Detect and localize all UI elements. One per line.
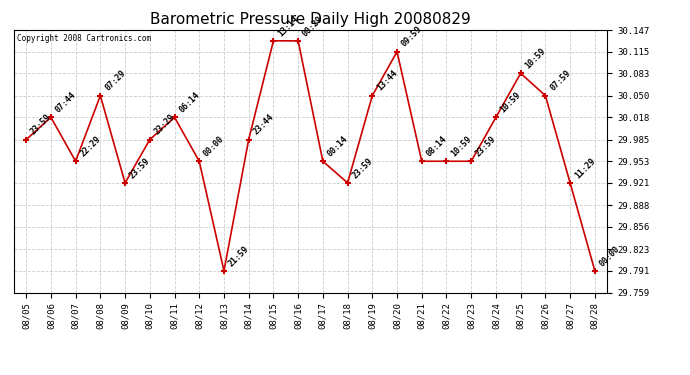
Text: 10:59: 10:59 <box>524 46 547 70</box>
Text: 07:59: 07:59 <box>548 69 572 93</box>
Text: 23:59: 23:59 <box>351 156 375 180</box>
Text: 23:29: 23:29 <box>152 113 177 137</box>
Text: 00:00: 00:00 <box>202 134 226 159</box>
Title: Barometric Pressure Daily High 20080829: Barometric Pressure Daily High 20080829 <box>150 12 471 27</box>
Text: 11:29: 11:29 <box>573 156 597 180</box>
Text: Copyright 2008 Cartronics.com: Copyright 2008 Cartronics.com <box>17 34 151 43</box>
Text: 09:59: 09:59 <box>400 25 424 49</box>
Text: 10:59: 10:59 <box>449 134 473 159</box>
Text: 10:59: 10:59 <box>499 90 523 114</box>
Text: 00:29: 00:29 <box>301 14 325 38</box>
Text: 23:44: 23:44 <box>251 113 275 137</box>
Text: 00:00: 00:00 <box>598 244 622 268</box>
Text: 13:14: 13:14 <box>276 14 300 38</box>
Text: 23:59: 23:59 <box>128 156 152 180</box>
Text: 13:44: 13:44 <box>375 69 399 93</box>
Text: 07:29: 07:29 <box>103 69 127 93</box>
Text: 22:29: 22:29 <box>79 134 102 159</box>
Text: 23:59: 23:59 <box>474 134 498 159</box>
Text: 21:59: 21:59 <box>227 244 250 268</box>
Text: 00:14: 00:14 <box>326 134 350 159</box>
Text: 23:59: 23:59 <box>29 113 53 137</box>
Text: 06:14: 06:14 <box>177 90 201 114</box>
Text: 08:14: 08:14 <box>424 134 448 159</box>
Text: 07:44: 07:44 <box>54 90 78 114</box>
